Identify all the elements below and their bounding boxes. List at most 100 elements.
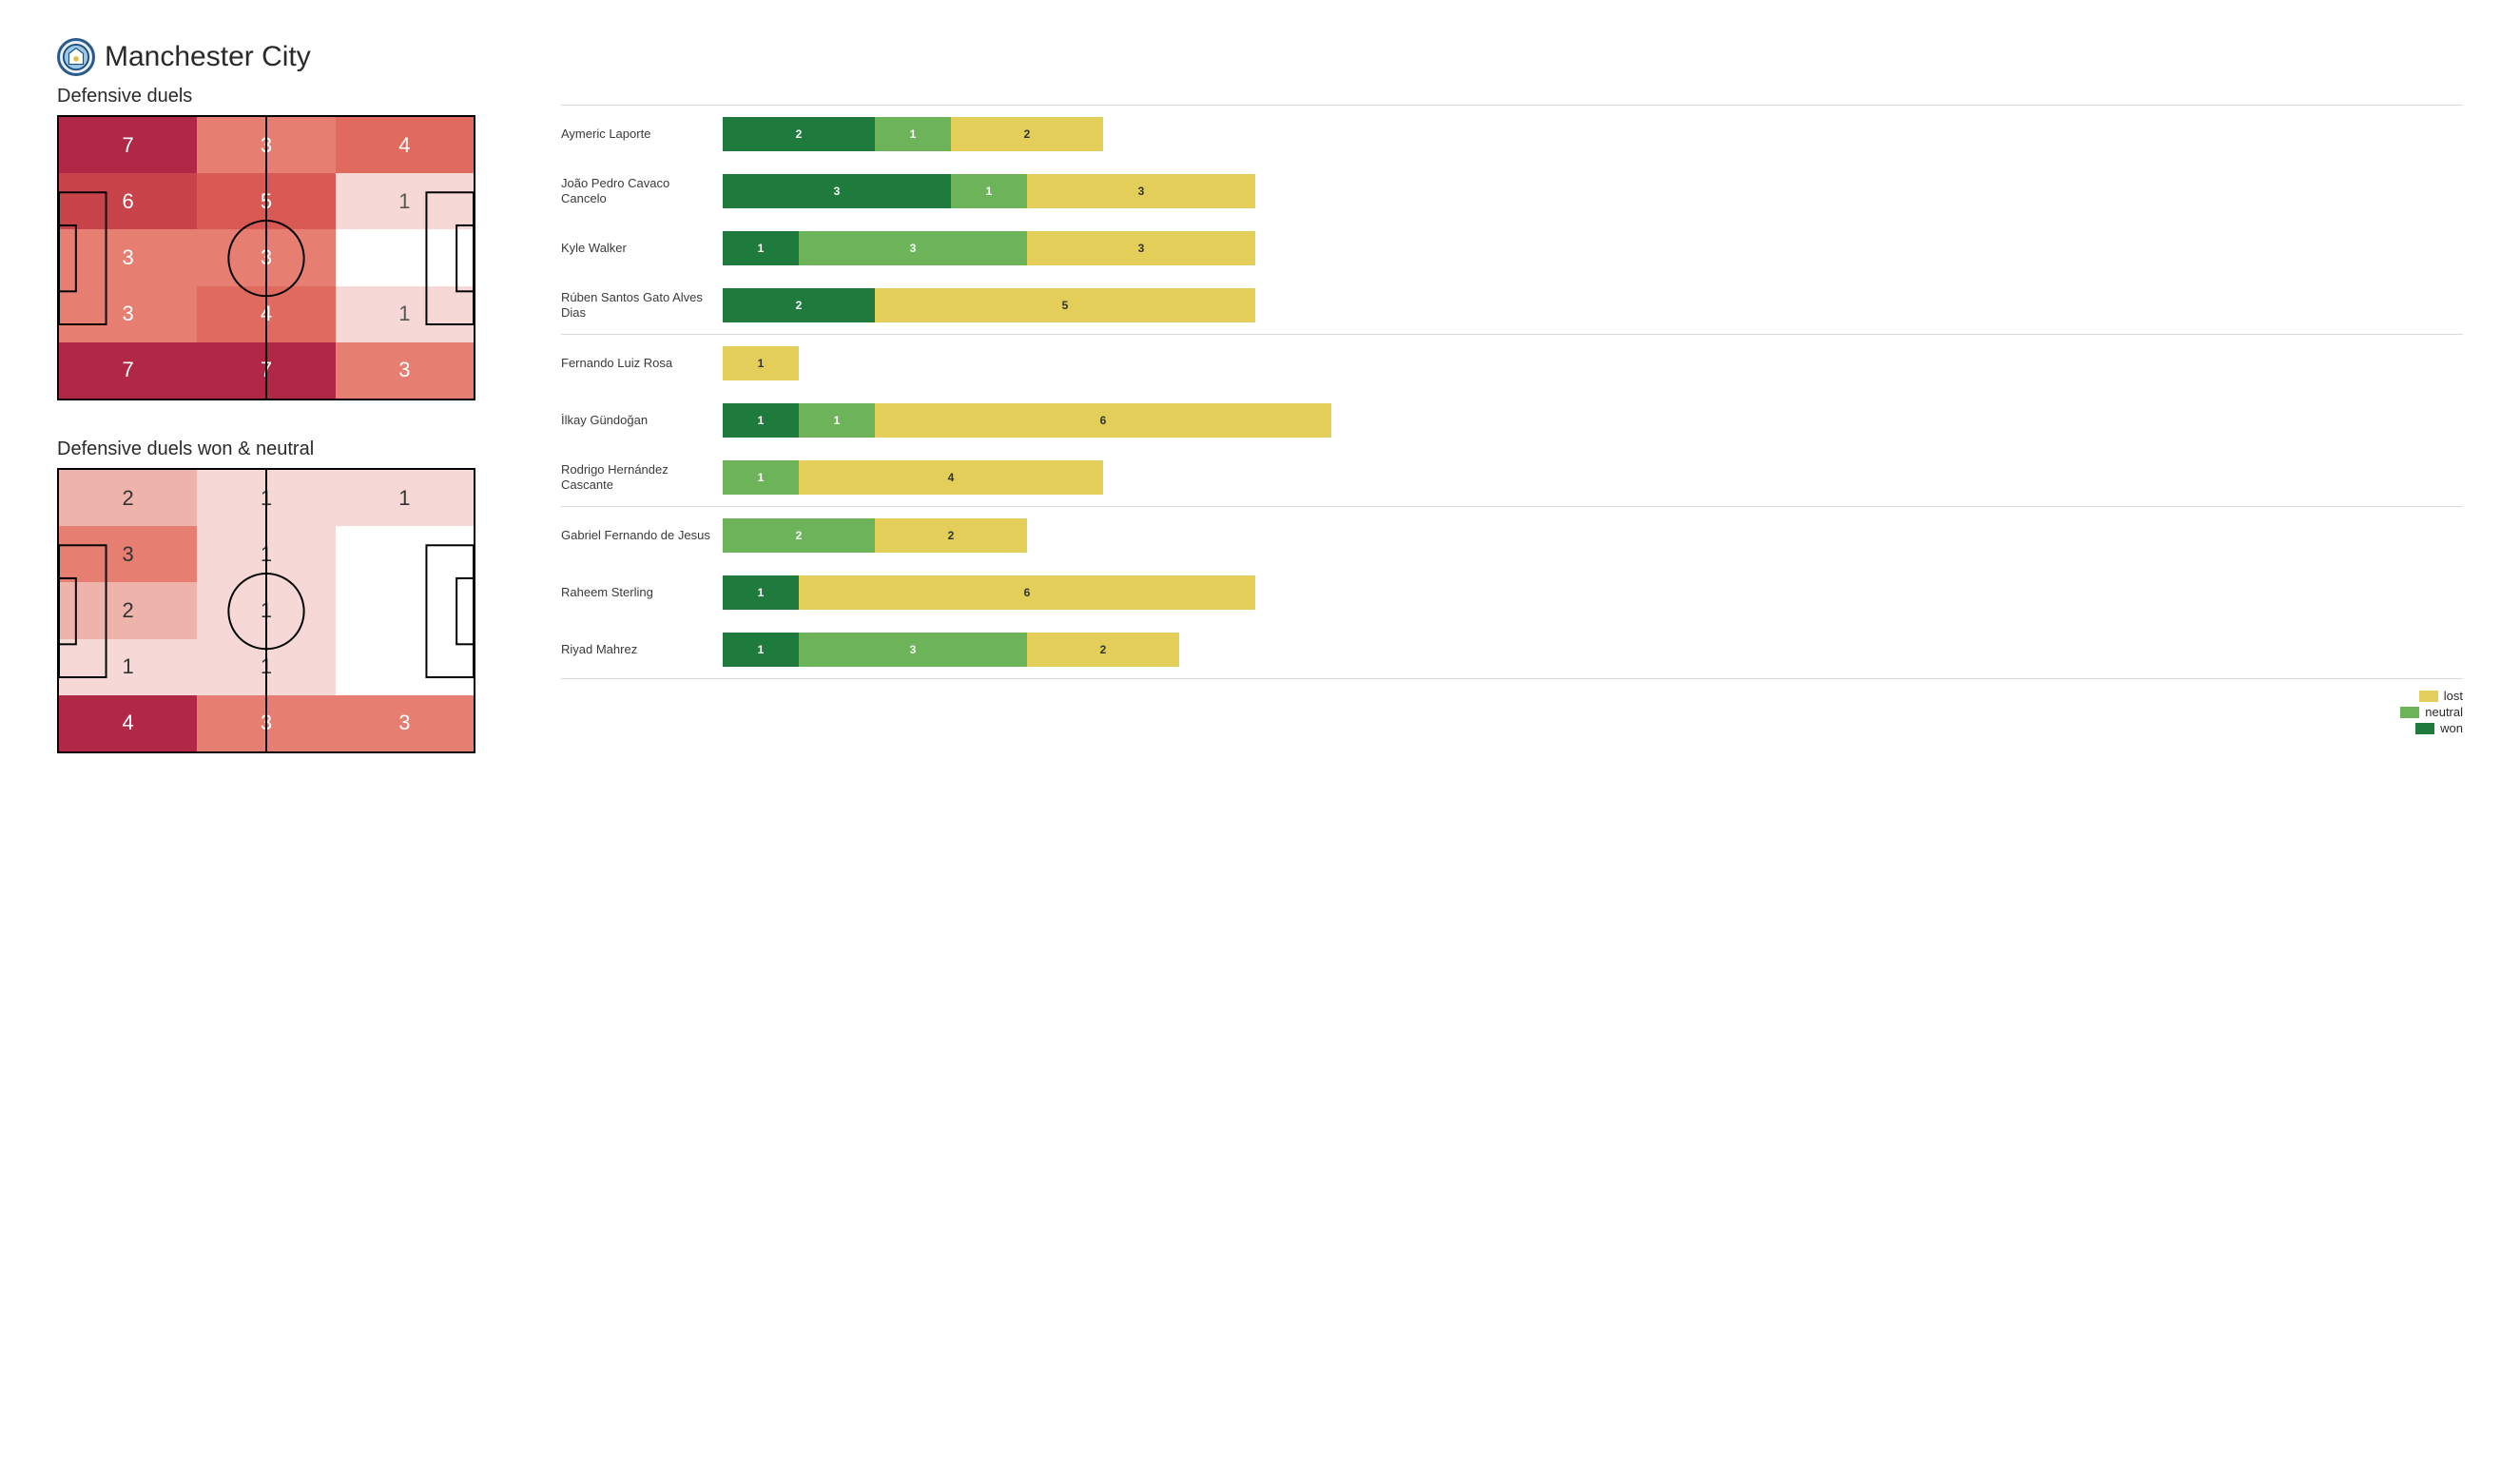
- heatmap-cell: 7: [59, 117, 197, 173]
- team-badge-icon: [57, 38, 95, 76]
- bar-segment-won: 3: [723, 174, 951, 208]
- heatmap-cell: 4: [197, 286, 335, 342]
- bar-segment-lost: 6: [799, 575, 1255, 610]
- heatmap-cell: 3: [336, 695, 474, 751]
- player-row: Gabriel Fernando de Jesus 22: [561, 507, 2463, 564]
- main-layout: Defensive duels 73465133341773 Defensive…: [57, 86, 2463, 753]
- heatmap-cell: 3: [197, 117, 335, 173]
- player-row: Kyle Walker133: [561, 220, 2463, 277]
- player-group: Gabriel Fernando de Jesus22Raheem Sterli…: [561, 506, 2463, 679]
- heatmap-cell: 3: [59, 526, 197, 582]
- heatmap-cell: 1: [59, 639, 197, 695]
- player-name: Gabriel Fernando de Jesus: [561, 528, 713, 543]
- player-name: Raheem Sterling: [561, 585, 713, 600]
- bar-track: 25: [723, 288, 2463, 322]
- heatmap-grid: 73465133341773: [59, 117, 474, 399]
- legend-swatch: [2419, 691, 2438, 702]
- heatmap-title: Defensive duels won & neutral: [57, 438, 514, 460]
- bar-segment-lost: 3: [1027, 174, 1255, 208]
- bar-segment-lost: 2: [875, 518, 1027, 553]
- player-row: İlkay Gündoğan 116: [561, 392, 2463, 449]
- bar-track: 22: [723, 518, 2463, 553]
- heatmap-cell: 1: [197, 470, 335, 526]
- heatmap-cell: 3: [59, 286, 197, 342]
- player-row: João Pedro Cavaco Cancelo 313: [561, 163, 2463, 220]
- player-name: İlkay Gündoğan: [561, 413, 713, 428]
- player-row: Aymeric Laporte 212: [561, 106, 2463, 163]
- heatmap-cell: 1: [336, 470, 474, 526]
- bar-track: 16: [723, 575, 2463, 610]
- heatmap-cell: [336, 526, 474, 582]
- heatmap-cell: 5: [197, 173, 335, 229]
- heatmap-cell: 4: [336, 117, 474, 173]
- legend-label: won: [2440, 721, 2463, 735]
- player-group: Fernando Luiz Rosa 1 İlkay Gündoğan 116 Rodr…: [561, 334, 2463, 506]
- heatmap-cell: 3: [197, 229, 335, 285]
- heatmap-cell: [336, 639, 474, 695]
- bar-segment-won: 1: [723, 231, 799, 265]
- bar-track: 1: [723, 346, 2463, 380]
- player-row: Rodrigo Hernández Cascante 14: [561, 449, 2463, 506]
- legend-label: lost: [2444, 689, 2463, 703]
- heatmap-cell: 2: [59, 470, 197, 526]
- player-name: Rodrigo Hernández Cascante: [561, 462, 713, 494]
- heatmap-defensive-duels: Defensive duels 73465133341773: [57, 86, 514, 400]
- bar-track: 212: [723, 117, 2463, 151]
- bar-track: 14: [723, 460, 2463, 495]
- bar-segment-neutral: 3: [799, 633, 1027, 667]
- player-name: Aymeric Laporte: [561, 127, 713, 142]
- heatmap-cell: 1: [197, 582, 335, 638]
- player-row: Riyad Mahrez 132: [561, 621, 2463, 678]
- bar-segment-neutral: 1: [723, 460, 799, 495]
- bar-segment-won: 1: [723, 575, 799, 610]
- team-title: Manchester City: [105, 41, 311, 73]
- legend-item: won: [2415, 721, 2463, 735]
- heatmap-cell: 1: [197, 526, 335, 582]
- heatmap-title: Defensive duels: [57, 86, 514, 107]
- bar-segment-lost: 2: [1027, 633, 1179, 667]
- bar-segment-lost: 3: [1027, 231, 1255, 265]
- pitch-heatmap: 73465133341773: [57, 115, 475, 400]
- legend-item: lost: [2419, 689, 2463, 703]
- heatmap-cell: 3: [197, 695, 335, 751]
- heatmap-cell: 1: [336, 173, 474, 229]
- legend-swatch: [2400, 707, 2419, 718]
- bar-segment-lost: 5: [875, 288, 1255, 322]
- bar-segment-neutral: 2: [723, 518, 875, 553]
- bar-segment-neutral: 1: [951, 174, 1027, 208]
- heatmap-cell: 7: [59, 342, 197, 399]
- player-row: Raheem Sterling 16: [561, 564, 2463, 621]
- bar-track: 116: [723, 403, 2463, 438]
- bar-segment-won: 2: [723, 117, 875, 151]
- legend-label: neutral: [2425, 705, 2463, 719]
- player-name: Fernando Luiz Rosa: [561, 356, 713, 371]
- player-row: Rúben Santos Gato Alves Dias25: [561, 277, 2463, 334]
- bar-track: 313: [723, 174, 2463, 208]
- heatmap-cell: [336, 229, 474, 285]
- heatmap-defensive-duels-won-neutral: Defensive duels won & neutral 2113121114…: [57, 438, 514, 753]
- heatmap-cell: 4: [59, 695, 197, 751]
- player-group: Aymeric Laporte212João Pedro Cavaco Canc…: [561, 105, 2463, 334]
- heatmap-cell: 6: [59, 173, 197, 229]
- bar-segment-lost: 2: [951, 117, 1103, 151]
- heatmap-cell: 3: [59, 229, 197, 285]
- bar-segment-neutral: 1: [875, 117, 951, 151]
- player-name: João Pedro Cavaco Cancelo: [561, 176, 713, 207]
- heatmap-cell: 1: [336, 286, 474, 342]
- legend-item: neutral: [2400, 705, 2463, 719]
- player-row: Fernando Luiz Rosa 1: [561, 335, 2463, 392]
- bar-track: 133: [723, 231, 2463, 265]
- heatmap-cell: 2: [59, 582, 197, 638]
- heatmaps-column: Defensive duels 73465133341773 Defensive…: [57, 86, 514, 753]
- bar-segment-lost: 1: [723, 346, 799, 380]
- bar-segment-won: 1: [723, 633, 799, 667]
- bar-segment-neutral: 1: [799, 403, 875, 438]
- legend: lost neutral won: [561, 689, 2463, 735]
- player-name: Riyad Mahrez: [561, 642, 713, 657]
- player-name: Kyle Walker: [561, 241, 713, 256]
- bar-segment-won: 2: [723, 288, 875, 322]
- legend-swatch: [2415, 723, 2434, 734]
- heatmap-grid: 211312111433: [59, 470, 474, 751]
- player-bars-panel: Aymeric Laporte212João Pedro Cavaco Canc…: [561, 86, 2463, 735]
- bar-segment-won: 1: [723, 403, 799, 438]
